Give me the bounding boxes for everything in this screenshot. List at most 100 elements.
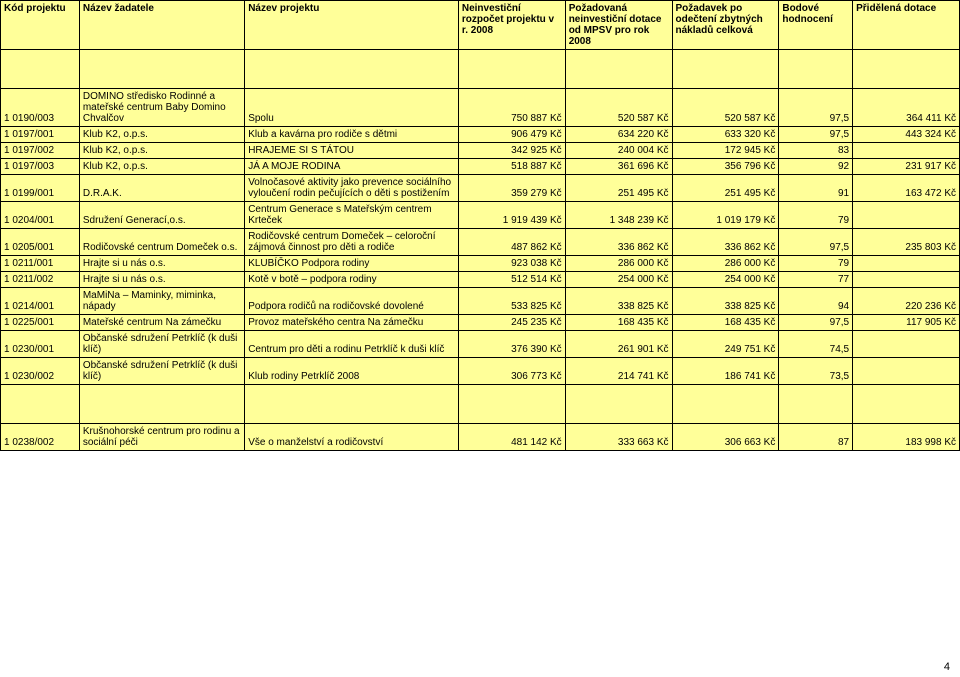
table-row: 1 0225/001Mateřské centrum Na zámečkuPro… bbox=[1, 315, 960, 331]
col-code: Kód projektu bbox=[1, 1, 80, 50]
cell-budget: 342 925 Kč bbox=[458, 143, 565, 159]
cell-allocated: 163 472 Kč bbox=[853, 175, 960, 202]
col-allocated: Přidělená dotace bbox=[853, 1, 960, 50]
cell-applicant: Občanské sdružení Petrklíč (k duši klíč) bbox=[79, 358, 244, 385]
header-row: Kód projektu Název žadatele Název projek… bbox=[1, 1, 960, 50]
cell-applicant: Klub K2, o.p.s. bbox=[79, 143, 244, 159]
cell-project-name: Podpora rodičů na rodičovské dovolené bbox=[245, 288, 459, 315]
cell-score: 97,5 bbox=[779, 89, 853, 127]
col-project-name: Název projektu bbox=[245, 1, 459, 50]
cell-budget: 518 887 Kč bbox=[458, 159, 565, 175]
cell-applicant: MaMiNa – Maminky, miminka, nápady bbox=[79, 288, 244, 315]
cell-requested: 336 862 Kč bbox=[565, 229, 672, 256]
page-number: 4 bbox=[944, 661, 950, 673]
cell-code: 1 0197/002 bbox=[1, 143, 80, 159]
cell-allocated bbox=[853, 358, 960, 385]
cell-after-deduction: 251 495 Kč bbox=[672, 175, 779, 202]
cell-project-name: HRAJEME SI S TÁTOU bbox=[245, 143, 459, 159]
cell-budget: 533 825 Kč bbox=[458, 288, 565, 315]
cell-score: 83 bbox=[779, 143, 853, 159]
cell-code: 1 0190/003 bbox=[1, 89, 80, 127]
cell-after-deduction: 186 741 Kč bbox=[672, 358, 779, 385]
cell-budget: 359 279 Kč bbox=[458, 175, 565, 202]
cell-allocated bbox=[853, 331, 960, 358]
table-row: 1 0197/003Klub K2, o.p.s.JÁ A MOJE RODIN… bbox=[1, 159, 960, 175]
cell-project-name: Vše o manželství a rodičovství bbox=[245, 424, 459, 451]
cell-code: 1 0205/001 bbox=[1, 229, 80, 256]
cell-requested: 361 696 Kč bbox=[565, 159, 672, 175]
cell-code: 1 0204/001 bbox=[1, 202, 80, 229]
cell-score: 94 bbox=[779, 288, 853, 315]
cell-score: 87 bbox=[779, 424, 853, 451]
col-after-deduction: Požadavek po odečtení zbytných nákladů c… bbox=[672, 1, 779, 50]
cell-requested: 261 901 Kč bbox=[565, 331, 672, 358]
cell-score: 97,5 bbox=[779, 127, 853, 143]
col-budget: Neinvestiční rozpočet projektu v r. 2008 bbox=[458, 1, 565, 50]
cell-requested: 240 004 Kč bbox=[565, 143, 672, 159]
cell-allocated bbox=[853, 272, 960, 288]
table-row: 1 0197/001Klub K2, o.p.s.Klub a kavárna … bbox=[1, 127, 960, 143]
cell-project-name: Centrum Generace s Mateřským centrem Krt… bbox=[245, 202, 459, 229]
cell-after-deduction: 286 000 Kč bbox=[672, 256, 779, 272]
cell-applicant: Občanské sdružení Petrklíč (k duši klíč) bbox=[79, 331, 244, 358]
cell-budget: 1 919 439 Kč bbox=[458, 202, 565, 229]
cell-project-name: Klub rodiny Petrklíč 2008 bbox=[245, 358, 459, 385]
cell-score: 79 bbox=[779, 202, 853, 229]
cell-project-name: Centrum pro děti a rodinu Petrklíč k duš… bbox=[245, 331, 459, 358]
cell-requested: 333 663 Kč bbox=[565, 424, 672, 451]
cell-requested: 634 220 Kč bbox=[565, 127, 672, 143]
cell-code: 1 0197/001 bbox=[1, 127, 80, 143]
cell-budget: 512 514 Kč bbox=[458, 272, 565, 288]
cell-budget: 750 887 Kč bbox=[458, 89, 565, 127]
cell-allocated: 220 236 Kč bbox=[853, 288, 960, 315]
cell-after-deduction: 172 945 Kč bbox=[672, 143, 779, 159]
cell-applicant: Sdružení Generací,o.s. bbox=[79, 202, 244, 229]
table-row: 1 0197/002Klub K2, o.p.s.HRAJEME SI S TÁ… bbox=[1, 143, 960, 159]
cell-allocated: 117 905 Kč bbox=[853, 315, 960, 331]
table-row: 1 0230/002Občanské sdružení Petrklíč (k … bbox=[1, 358, 960, 385]
cell-code: 1 0197/003 bbox=[1, 159, 80, 175]
cell-applicant: DOMINO středisko Rodinné a mateřské cent… bbox=[79, 89, 244, 127]
cell-code: 1 0238/002 bbox=[1, 424, 80, 451]
cell-applicant: Krušnohorské centrum pro rodinu a sociál… bbox=[79, 424, 244, 451]
table-row: 1 0211/002Hrajte si u nás o.s.Kotě v bot… bbox=[1, 272, 960, 288]
projects-table: Kód projektu Název žadatele Název projek… bbox=[0, 0, 960, 451]
cell-after-deduction: 336 862 Kč bbox=[672, 229, 779, 256]
cell-project-name: JÁ A MOJE RODINA bbox=[245, 159, 459, 175]
cell-budget: 487 862 Kč bbox=[458, 229, 565, 256]
cell-after-deduction: 254 000 Kč bbox=[672, 272, 779, 288]
cell-allocated bbox=[853, 256, 960, 272]
cell-project-name: KLUBÍČKO Podpora rodiny bbox=[245, 256, 459, 272]
cell-allocated: 231 917 Kč bbox=[853, 159, 960, 175]
cell-score: 92 bbox=[779, 159, 853, 175]
cell-code: 1 0211/001 bbox=[1, 256, 80, 272]
table-row: 1 0214/001MaMiNa – Maminky, miminka, náp… bbox=[1, 288, 960, 315]
cell-requested: 214 741 Kč bbox=[565, 358, 672, 385]
cell-after-deduction: 520 587 Kč bbox=[672, 89, 779, 127]
cell-budget: 306 773 Kč bbox=[458, 358, 565, 385]
cell-allocated bbox=[853, 202, 960, 229]
cell-applicant: Rodičovské centrum Domeček o.s. bbox=[79, 229, 244, 256]
cell-score: 97,5 bbox=[779, 229, 853, 256]
cell-code: 1 0230/002 bbox=[1, 358, 80, 385]
cell-requested: 251 495 Kč bbox=[565, 175, 672, 202]
cell-score: 97,5 bbox=[779, 315, 853, 331]
cell-code: 1 0211/002 bbox=[1, 272, 80, 288]
table-row: 1 0238/002Krušnohorské centrum pro rodin… bbox=[1, 424, 960, 451]
table-row: 1 0199/001D.R.A.K.Volnočasové aktivity j… bbox=[1, 175, 960, 202]
cell-after-deduction: 1 019 179 Kč bbox=[672, 202, 779, 229]
cell-requested: 168 435 Kč bbox=[565, 315, 672, 331]
cell-budget: 923 038 Kč bbox=[458, 256, 565, 272]
cell-budget: 906 479 Kč bbox=[458, 127, 565, 143]
cell-project-name: Spolu bbox=[245, 89, 459, 127]
col-score: Bodové hodnocení bbox=[779, 1, 853, 50]
table-row: 1 0230/001Občanské sdružení Petrklíč (k … bbox=[1, 331, 960, 358]
cell-code: 1 0214/001 bbox=[1, 288, 80, 315]
table-row: 1 0190/003DOMINO středisko Rodinné a mat… bbox=[1, 89, 960, 127]
cell-budget: 481 142 Kč bbox=[458, 424, 565, 451]
cell-allocated: 364 411 Kč bbox=[853, 89, 960, 127]
table-row: 1 0211/001Hrajte si u nás o.s.KLUBÍČKO P… bbox=[1, 256, 960, 272]
cell-after-deduction: 356 796 Kč bbox=[672, 159, 779, 175]
table-row: 1 0205/001Rodičovské centrum Domeček o.s… bbox=[1, 229, 960, 256]
cell-requested: 1 348 239 Kč bbox=[565, 202, 672, 229]
